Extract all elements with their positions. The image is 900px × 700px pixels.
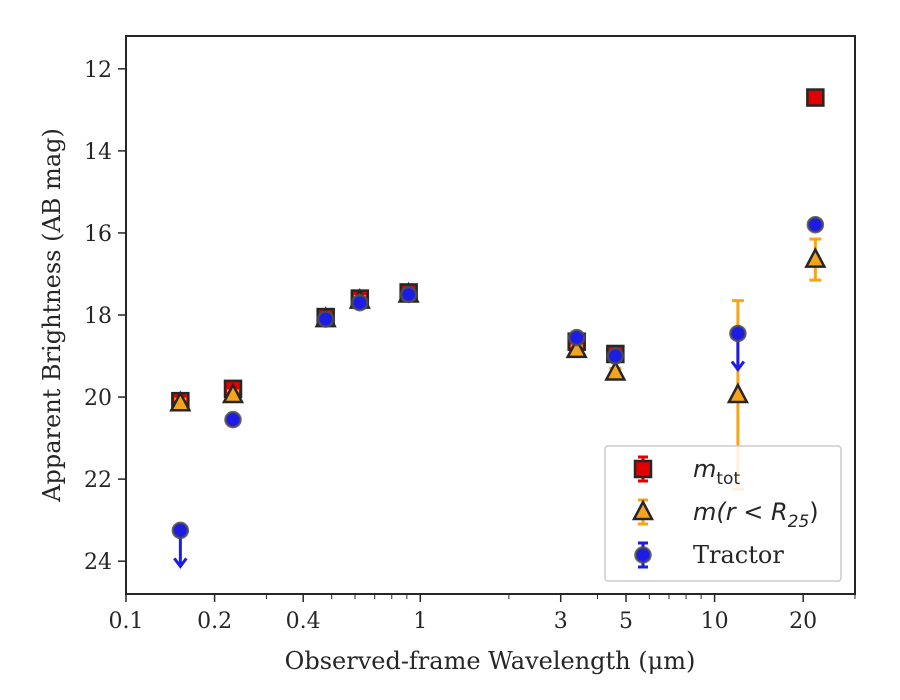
x-tick-label: 1 xyxy=(413,609,427,634)
data-point-circle xyxy=(729,324,747,343)
data-point-circle xyxy=(351,293,369,312)
x-tick-label: 0.2 xyxy=(197,609,232,634)
y-tick-label: 24 xyxy=(84,550,112,575)
legend-marker-square xyxy=(633,459,653,479)
data-point-triangle xyxy=(169,390,192,412)
data-point-square xyxy=(806,88,825,107)
data-point-triangle xyxy=(565,337,588,359)
series-circle xyxy=(171,215,825,569)
data-point-triangle xyxy=(604,359,627,381)
data-point-circle xyxy=(171,521,190,540)
upper-limit-arrowhead xyxy=(173,557,188,569)
legend-label: m(r < R25) xyxy=(693,498,819,532)
upper-limit-arrowhead xyxy=(730,360,746,372)
data-point-circle xyxy=(606,347,625,365)
axis-ticks: 0.1 0.2 0.4 1 3 5 10 20 12 14 16 18 20 22 24 xyxy=(84,58,856,634)
legend-frame xyxy=(604,445,842,582)
legend-marker-triangle xyxy=(631,499,655,521)
data-marks xyxy=(169,88,827,569)
y-tick-label: 16 xyxy=(84,222,112,247)
x-tick-label: 0.1 xyxy=(109,609,144,634)
y-tick-label: 22 xyxy=(84,468,112,493)
y-tick-label: 12 xyxy=(84,58,112,83)
x-tick-label: 20 xyxy=(789,609,817,634)
data-point-triangle xyxy=(726,382,749,404)
data-point-circle xyxy=(316,310,335,328)
x-tick-label: 5 xyxy=(619,609,633,634)
y-tick-label: 18 xyxy=(84,304,112,329)
x-tick-label: 10 xyxy=(701,609,729,634)
legend-marker-circle xyxy=(634,546,652,564)
legend: mtot m(r < R25) Tractor xyxy=(604,445,842,582)
data-point-circle xyxy=(567,328,586,347)
y-tick-label: 14 xyxy=(84,140,112,165)
plot-frame xyxy=(125,35,856,595)
data-point-triangle xyxy=(221,382,245,404)
data-point-triangle xyxy=(804,246,827,268)
x-tick-label: 3 xyxy=(554,609,568,634)
x-tick-label: 0.4 xyxy=(286,609,321,634)
x-axis-label: Observed-frame Wavelength (μm) xyxy=(285,647,696,675)
y-tick-label: 20 xyxy=(84,386,112,411)
data-point-circle xyxy=(399,285,418,304)
legend-label: mtot xyxy=(693,455,740,489)
data-point-circle xyxy=(806,215,825,234)
legend-label: Tractor xyxy=(693,541,784,569)
data-point-circle xyxy=(224,410,242,429)
y-axis-label: Apparent Brightness (AB mag) xyxy=(38,128,66,503)
